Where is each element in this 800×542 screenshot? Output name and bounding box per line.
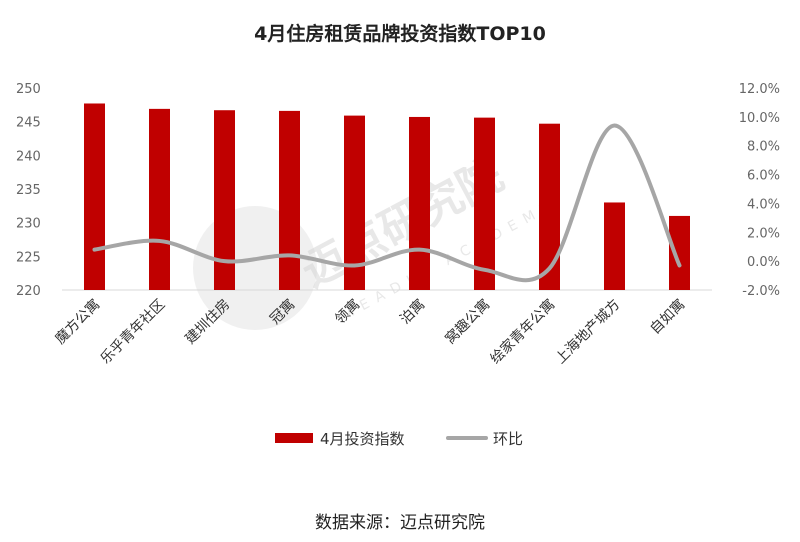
left-tick-label: 220 xyxy=(16,284,41,299)
left-tick-label: 240 xyxy=(16,149,41,164)
bar xyxy=(214,110,235,290)
chart-title: 4月住房租赁品牌投资指数TOP10 xyxy=(254,22,546,45)
bar xyxy=(409,116,430,290)
bar xyxy=(669,215,690,290)
category-label: 魔方公寓 xyxy=(52,296,104,348)
left-axis: 220 225 230 235 240 245 250 xyxy=(16,82,41,299)
left-tick-label: 245 xyxy=(16,116,41,131)
left-tick-label: 250 xyxy=(16,82,41,97)
bar xyxy=(149,108,170,290)
left-tick-label: 230 xyxy=(16,217,41,232)
category-label: 自如寓 xyxy=(647,296,689,338)
right-tick-label: 2.0% xyxy=(747,226,780,241)
bar xyxy=(279,110,300,290)
source-text: 数据来源：迈点研究院 xyxy=(315,513,485,533)
watermark: 迈点研究院 MEADIN ACADEMY xyxy=(193,149,560,330)
bar xyxy=(344,115,365,291)
left-tick-label: 235 xyxy=(16,183,41,198)
right-tick-label: 6.0% xyxy=(747,169,780,184)
right-tick-label: 0.0% xyxy=(747,255,780,270)
right-tick-label: -2.0% xyxy=(742,284,780,299)
legend-swatch-bar xyxy=(275,433,313,443)
right-tick-label: 12.0% xyxy=(739,82,780,97)
category-label: 乐乎青年社区 xyxy=(98,297,169,368)
bar-series xyxy=(84,103,690,291)
line-path xyxy=(92,123,682,283)
right-tick-label: 10.0% xyxy=(739,111,780,126)
bar xyxy=(539,123,560,290)
category-label: 上海地产城方 xyxy=(553,297,624,368)
bar xyxy=(84,103,105,290)
category-label: 窝趣公寓 xyxy=(442,296,494,348)
right-tick-label: 8.0% xyxy=(747,140,780,155)
legend: 4月投资指数 环比 xyxy=(275,430,523,448)
legend-label-bar: 4月投资指数 xyxy=(320,430,405,448)
bar xyxy=(474,117,495,290)
right-axis: -2.0% 0.0% 2.0% 4.0% 6.0% 8.0% 10.0% 12.0% xyxy=(739,82,780,299)
left-tick-label: 225 xyxy=(16,250,41,265)
line-series xyxy=(92,123,682,283)
bar xyxy=(604,202,625,290)
legend-label-line: 环比 xyxy=(493,430,523,448)
category-label: 绘家青年公寓 xyxy=(487,296,558,367)
right-tick-label: 4.0% xyxy=(747,197,780,212)
category-label: 泊寓 xyxy=(397,296,429,328)
